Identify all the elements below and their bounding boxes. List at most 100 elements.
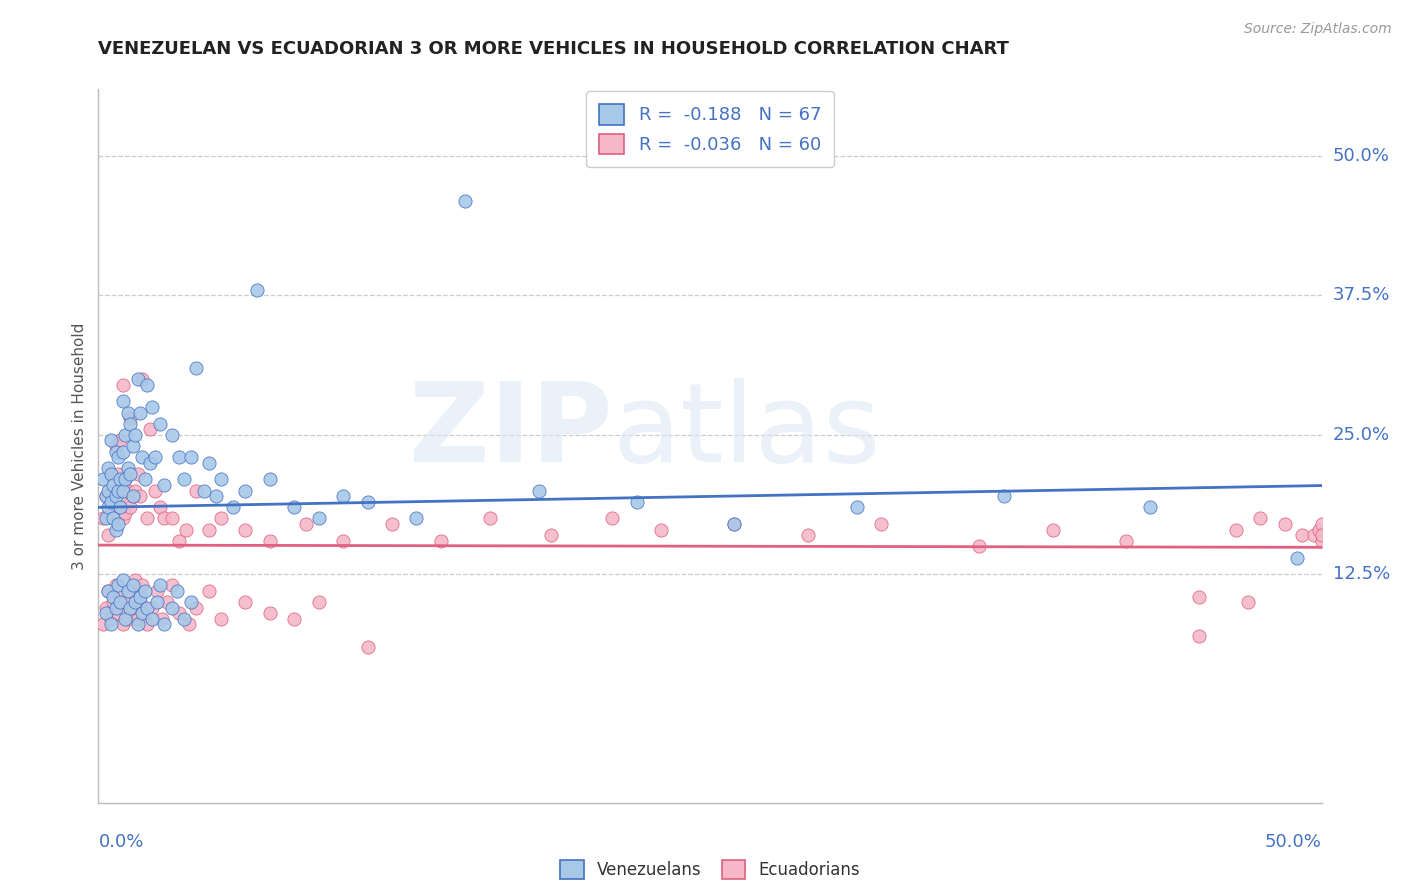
Point [97, 583, 120, 598]
Point [160, 578, 183, 592]
Point [97, 483, 120, 498]
Point [146, 583, 169, 598]
Point [180, 450, 202, 464]
Point [129, 489, 152, 503]
Point [150, 612, 173, 626]
Point [100, 467, 122, 481]
Point [295, 516, 318, 531]
Point [180, 595, 202, 609]
Point [356, 494, 378, 508]
Point [136, 617, 159, 632]
Point [146, 595, 169, 609]
Point [540, 528, 562, 542]
Point [111, 483, 134, 498]
Point [131, 450, 153, 464]
Point [124, 573, 146, 587]
Point [110, 500, 132, 515]
Point [111, 573, 134, 587]
Point [101, 478, 124, 492]
Point [107, 483, 129, 498]
Point [104, 600, 127, 615]
Point [110, 590, 132, 604]
Point [131, 607, 153, 621]
Point [110, 473, 132, 487]
Point [186, 483, 208, 498]
Point [114, 428, 136, 442]
Point [246, 283, 269, 297]
Point [124, 428, 146, 442]
Point [160, 511, 183, 525]
Point [332, 489, 354, 503]
Point [149, 417, 172, 431]
Point [117, 612, 139, 626]
Point [139, 422, 162, 436]
Point [121, 578, 143, 592]
Point [308, 511, 330, 525]
Point [131, 372, 153, 386]
Point [153, 478, 176, 492]
Point [600, 511, 623, 525]
Point [197, 523, 219, 537]
Point [222, 500, 245, 515]
Point [114, 595, 136, 609]
Point [129, 595, 152, 609]
Point [107, 516, 129, 531]
Point [127, 372, 149, 386]
Point [91, 511, 114, 525]
Point [104, 439, 127, 453]
Point [120, 467, 142, 481]
Text: Source: ZipAtlas.com: Source: ZipAtlas.com [1244, 22, 1392, 37]
Point [111, 617, 134, 632]
Text: 0.0%: 0.0% [98, 833, 143, 851]
Point [149, 578, 172, 592]
Point [1310, 516, 1333, 531]
Point [1225, 523, 1247, 537]
Point [845, 500, 868, 515]
Point [283, 500, 305, 515]
Point [97, 500, 120, 515]
Point [259, 607, 281, 621]
Text: 50.0%: 50.0% [1265, 833, 1322, 851]
Point [134, 607, 156, 621]
Point [283, 612, 305, 626]
Point [186, 361, 208, 376]
Point [160, 600, 183, 615]
Point [114, 473, 136, 487]
Text: 37.5%: 37.5% [1333, 286, 1391, 304]
Point [381, 516, 404, 531]
Point [173, 473, 195, 487]
Point [141, 612, 163, 626]
Point [104, 523, 127, 537]
Point [1310, 528, 1333, 542]
Point [100, 467, 122, 481]
Point [100, 506, 122, 520]
Point [1042, 523, 1064, 537]
Point [129, 405, 152, 419]
Point [166, 583, 188, 598]
Point [136, 511, 159, 525]
Point [870, 516, 893, 531]
Text: 25.0%: 25.0% [1333, 425, 1391, 444]
Point [110, 434, 132, 448]
Point [259, 533, 281, 548]
Point [107, 467, 129, 481]
Point [94, 489, 117, 503]
Point [233, 595, 256, 609]
Point [100, 494, 122, 508]
Point [1188, 590, 1211, 604]
Point [1310, 533, 1333, 548]
Point [120, 411, 142, 425]
Point [332, 533, 354, 548]
Point [111, 444, 134, 458]
Point [100, 434, 122, 448]
Point [197, 583, 219, 598]
Point [136, 377, 159, 392]
Point [94, 600, 117, 615]
Point [94, 511, 117, 525]
Point [120, 600, 142, 615]
Point [107, 578, 129, 592]
Point [233, 483, 256, 498]
Point [114, 506, 136, 520]
Point [104, 489, 127, 503]
Point [167, 450, 190, 464]
